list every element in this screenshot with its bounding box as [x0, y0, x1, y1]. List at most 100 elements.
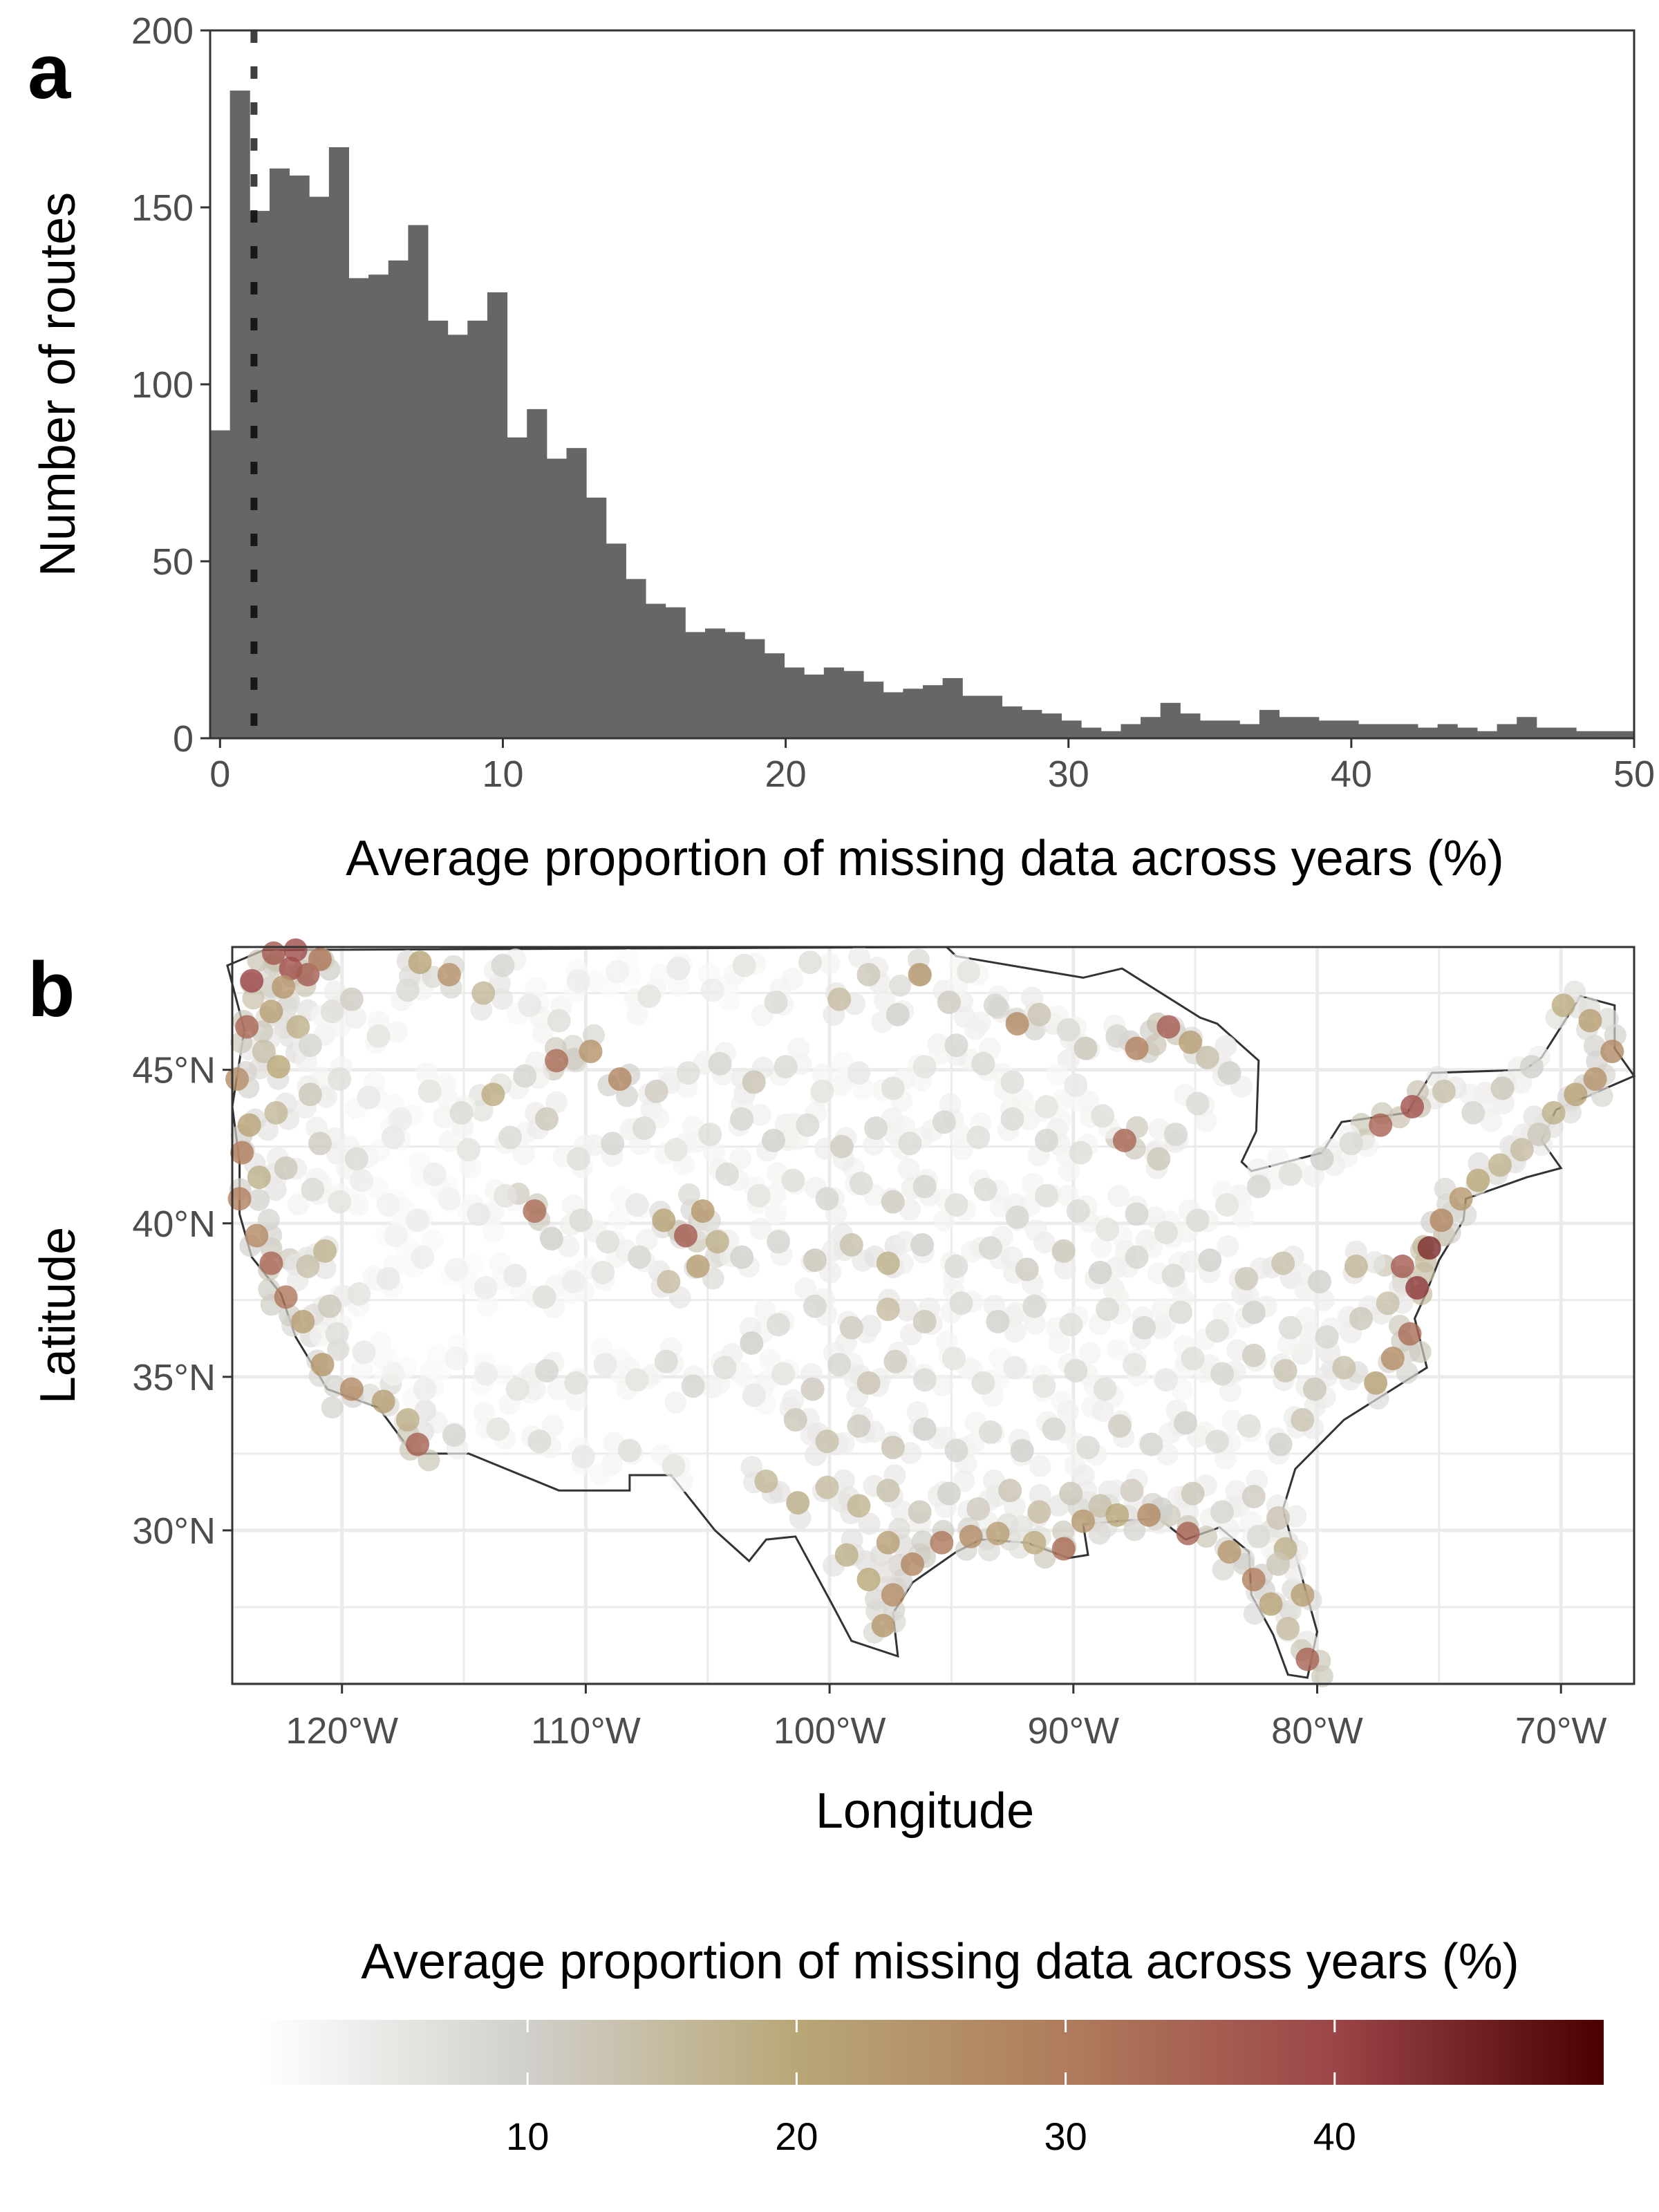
route-point [1246, 1174, 1271, 1199]
histogram-bar [1022, 710, 1042, 738]
route-point [438, 1130, 461, 1152]
route-point [1088, 1260, 1112, 1284]
route-point [898, 1132, 922, 1156]
route-point [532, 1285, 556, 1309]
route-point [637, 984, 662, 1009]
histogram-bar [1239, 724, 1260, 738]
route-point [1480, 1109, 1503, 1132]
route-point [1181, 1481, 1205, 1506]
histogram-bar [1259, 710, 1280, 738]
route-point [1344, 1254, 1368, 1278]
route-point [1033, 1231, 1056, 1254]
histogram-bar [804, 674, 825, 738]
route-point [503, 1264, 527, 1288]
route-point [632, 1116, 657, 1141]
route-point [512, 1143, 535, 1165]
route-point [978, 1539, 1001, 1562]
route-point [1210, 1362, 1234, 1386]
route-point [308, 1132, 332, 1156]
route-point [876, 1530, 900, 1555]
route-point [742, 1383, 766, 1407]
route-point [698, 1122, 722, 1146]
route-point [1003, 1356, 1027, 1380]
route-point [1215, 1193, 1239, 1217]
route-point [1302, 1164, 1325, 1187]
route-point [591, 1260, 615, 1284]
route-point [1010, 1438, 1034, 1463]
route-point [871, 1613, 895, 1638]
route-point [998, 1479, 1022, 1503]
route-point [1005, 1205, 1029, 1229]
route-point [856, 1371, 881, 1395]
route-point [569, 1208, 593, 1232]
route-point [601, 1132, 625, 1156]
route-point [272, 975, 296, 999]
route-point [1390, 1254, 1414, 1278]
route-point [1029, 1454, 1051, 1477]
route-point [1123, 1519, 1146, 1541]
route-point [937, 1481, 961, 1506]
route-point [899, 1441, 922, 1464]
route-point [949, 1291, 973, 1315]
route-point [957, 959, 981, 984]
route-point [1000, 1107, 1024, 1131]
histogram-bar [210, 430, 231, 738]
route-point [1266, 1506, 1291, 1530]
route-point [252, 1040, 276, 1064]
route-point [259, 1000, 283, 1024]
route-point [1093, 1377, 1117, 1401]
route-point [1541, 1100, 1566, 1125]
histogram-bar [348, 278, 369, 738]
route-point [1022, 1294, 1047, 1318]
route-point [767, 1313, 791, 1337]
route-point [1174, 1411, 1198, 1435]
histogram-bar [1180, 713, 1201, 738]
route-point [344, 1006, 367, 1029]
route-point [1417, 1236, 1441, 1260]
histogram-bar [883, 692, 903, 738]
route-point [885, 1002, 910, 1027]
route-point [978, 1236, 1002, 1260]
route-point [686, 1254, 710, 1278]
histogram-bar [606, 543, 626, 738]
route-point [1268, 1432, 1293, 1456]
route-point [889, 974, 912, 997]
histogram-bar [1318, 720, 1339, 738]
route-point [626, 1003, 649, 1026]
x-tick-label: 50 [1613, 753, 1655, 795]
route-point [414, 1399, 437, 1422]
route-point [1311, 1665, 1333, 1687]
route-point [314, 1257, 337, 1280]
route-point [386, 1020, 409, 1043]
route-point [1315, 1325, 1339, 1349]
route-point [818, 952, 841, 975]
route-point [437, 962, 461, 986]
route-point [1409, 1340, 1432, 1363]
route-point [937, 990, 961, 1014]
route-point [894, 1230, 917, 1253]
colorbar-gradient [259, 2020, 1604, 2085]
route-point [422, 1162, 447, 1186]
histogram-x-axis-title: Average proportion of missing data acros… [346, 831, 1503, 886]
route-point [1144, 1033, 1167, 1056]
route-point [1195, 1526, 1218, 1548]
route-point [1246, 1524, 1271, 1548]
route-point [625, 1193, 649, 1217]
y-tick-label: 150 [131, 187, 194, 229]
route-point [1559, 1101, 1582, 1124]
route-point [518, 993, 542, 1018]
route-point [676, 1061, 700, 1085]
route-point [897, 1158, 920, 1181]
route-point [247, 1165, 271, 1190]
route-point [1578, 1009, 1602, 1033]
route-point [318, 1294, 342, 1318]
route-point [933, 1210, 956, 1232]
histogram-bar [704, 628, 726, 738]
histogram-bar [289, 175, 310, 739]
x-tick-label: 100°W [774, 1710, 886, 1752]
route-point [1106, 1338, 1129, 1361]
histogram-bar [1279, 717, 1300, 738]
route-point [839, 1315, 863, 1340]
route-point [798, 950, 822, 975]
histogram-bar [467, 320, 488, 739]
